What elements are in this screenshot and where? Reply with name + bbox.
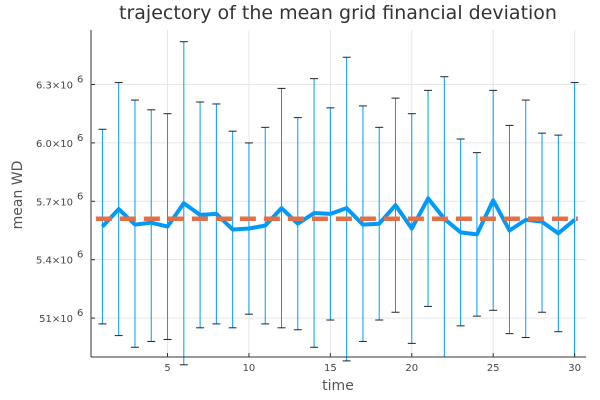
y-tick-label: 6.3×10 bbox=[36, 81, 73, 92]
mean-point bbox=[313, 212, 315, 214]
mean-point bbox=[362, 224, 364, 226]
y-tick-label: 6.0×10 bbox=[36, 139, 73, 150]
x-tick-label: 20 bbox=[405, 363, 418, 374]
y-tick-exponent: 6 bbox=[77, 133, 83, 144]
mean-point bbox=[101, 226, 103, 228]
mean-point bbox=[427, 197, 429, 199]
mean-point bbox=[525, 219, 527, 221]
mean-point bbox=[297, 223, 299, 225]
x-tick-label: 30 bbox=[568, 363, 581, 374]
mean-point bbox=[150, 222, 152, 224]
y-tick-label: 51×10 bbox=[39, 314, 73, 325]
x-tick-label: 15 bbox=[324, 363, 337, 374]
x-tick-label: 10 bbox=[243, 363, 256, 374]
mean-point bbox=[378, 223, 380, 225]
chart-title: trajectory of the mean grid financial de… bbox=[119, 2, 557, 24]
mean-point bbox=[329, 213, 331, 215]
y-tick-exponent: 6 bbox=[77, 308, 83, 319]
mean-point bbox=[167, 226, 169, 228]
mean-point bbox=[476, 233, 478, 235]
mean-point bbox=[574, 219, 576, 221]
y-tick-exponent: 6 bbox=[77, 250, 83, 261]
mean-point bbox=[492, 199, 494, 201]
y-axis-label: mean WD bbox=[10, 161, 26, 230]
y-tick-labels: 51×10 6 5.4×10 6 5.7×10 6 6.0×10 6 6.3×10 6 bbox=[36, 75, 95, 325]
y-tick-label: 5.4×10 bbox=[36, 256, 73, 267]
mean-line-series bbox=[100, 196, 576, 237]
mean-point bbox=[264, 225, 266, 227]
mean-point bbox=[460, 231, 462, 233]
mean-point bbox=[557, 232, 559, 234]
y-tick-exponent: 6 bbox=[77, 75, 83, 86]
mean-point bbox=[281, 207, 283, 209]
x-tick-labels: 5 10 15 20 25 30 bbox=[164, 353, 581, 374]
series-lines bbox=[95, 196, 578, 237]
mean-point bbox=[199, 214, 201, 216]
mean-point bbox=[183, 202, 185, 204]
x-axis-label: time bbox=[322, 378, 354, 394]
mean-point bbox=[411, 228, 413, 230]
x-tick-label: 5 bbox=[164, 363, 170, 374]
x-tick-label: 25 bbox=[487, 363, 500, 374]
mean-point bbox=[232, 229, 234, 231]
mean-point bbox=[508, 229, 510, 231]
mean-point bbox=[215, 213, 217, 215]
y-tick-exponent: 6 bbox=[77, 191, 83, 202]
y-tick-label: 5.7×10 bbox=[36, 197, 73, 208]
mean-point bbox=[541, 221, 543, 223]
mean-point bbox=[394, 204, 396, 206]
mean-point bbox=[248, 228, 250, 230]
mean-point bbox=[134, 224, 136, 226]
mean-point bbox=[118, 208, 120, 210]
mean-point bbox=[346, 207, 348, 209]
